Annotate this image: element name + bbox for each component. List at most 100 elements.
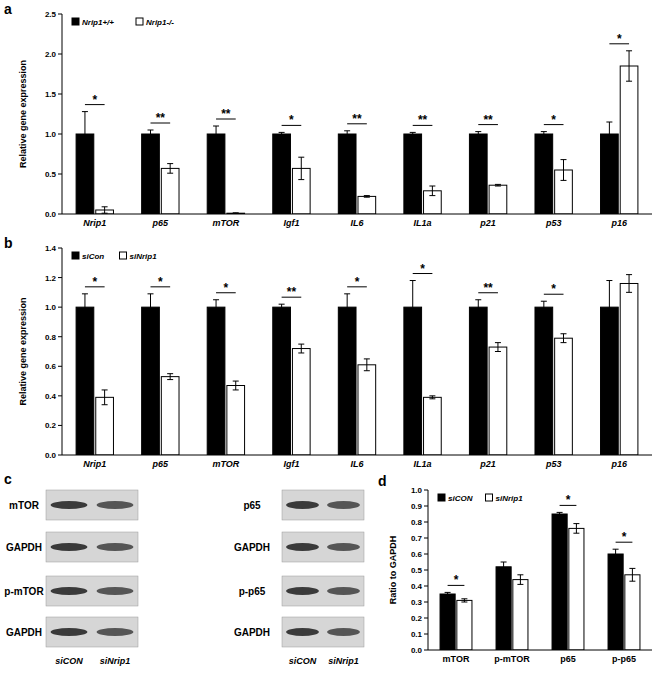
error-cap (148, 293, 154, 294)
category-label: p65 (560, 654, 576, 664)
error-bar (102, 390, 108, 405)
bar (608, 554, 623, 650)
bar (273, 307, 291, 455)
y-tick-label: 0.2 (411, 614, 423, 623)
error-cap (233, 389, 239, 390)
error-cap (573, 523, 579, 524)
blot-row-label: p65 (243, 500, 261, 511)
error-cap (501, 562, 507, 563)
error-bar (475, 132, 481, 137)
blot-membrane (46, 576, 138, 606)
y-tick-label: 1.0 (45, 303, 57, 312)
error-line (576, 524, 577, 534)
error-cap (298, 352, 304, 353)
blot-membrane (46, 617, 138, 647)
blot-panel: mTORGAPDHp-mTORGAPDHsiCONsiNrip1 (4, 490, 138, 666)
y-tick-label: 0.4 (411, 582, 423, 591)
y-tick (58, 395, 62, 396)
significance: * (617, 32, 622, 46)
y-tick (424, 538, 428, 539)
blot-band (51, 628, 88, 636)
error-bar (429, 396, 435, 399)
y-tick-label: 0.9 (411, 502, 423, 511)
error-bar (606, 281, 612, 334)
error-cap (213, 314, 219, 315)
y-tick (424, 650, 428, 651)
error-cap (167, 163, 173, 164)
y-tick-label: 1.4 (45, 244, 57, 253)
y-tick (58, 277, 62, 278)
error-bar (475, 300, 481, 315)
panel-label: a (4, 1, 12, 17)
error-bar (279, 132, 285, 135)
blot-panel: p65GAPDHp-p65GAPDHsiCONsiNrip1 (234, 490, 364, 666)
x-axis (428, 650, 652, 651)
panel-label: c (4, 471, 12, 487)
error-cap (102, 404, 108, 405)
plot-area (440, 512, 640, 650)
bar (227, 386, 245, 455)
y-tick (58, 174, 62, 175)
error-bar (213, 126, 219, 142)
error-bar (410, 132, 416, 135)
bar (625, 575, 640, 650)
y-tick-label: 0.1 (411, 630, 423, 639)
bar-chart: ***0.00.10.20.30.40.50.60.70.80.91.0Rati… (388, 486, 652, 664)
error-cap (541, 313, 547, 314)
error-cap (573, 533, 579, 534)
blot-band (286, 543, 319, 551)
y-tick (424, 586, 428, 587)
category-label: Igf1 (283, 459, 299, 469)
error-cap (213, 299, 219, 300)
error-line (520, 575, 521, 585)
x-axis (62, 214, 652, 215)
error-cap (626, 81, 632, 82)
significance: * (355, 275, 360, 289)
error-line (104, 390, 105, 405)
significance: * (551, 282, 556, 296)
blot-membrane (282, 532, 364, 562)
error-cap (298, 179, 304, 180)
error-cap (344, 320, 350, 321)
error-bar (561, 160, 567, 181)
error-line (629, 275, 630, 293)
error-cap (429, 186, 435, 187)
y-tick-label: 2.5 (45, 10, 57, 19)
error-line (366, 359, 367, 371)
blot-row-label: GAPDH (234, 627, 270, 638)
significance: ** (483, 281, 493, 295)
error-cap (410, 132, 416, 133)
error-bar (102, 207, 108, 213)
x-axis (62, 455, 652, 456)
significance: * (92, 93, 97, 107)
y-tick-label: 0.5 (411, 566, 423, 575)
error-bar (364, 196, 370, 198)
error-line (150, 130, 151, 138)
bar (358, 196, 376, 214)
error-bar (344, 131, 350, 137)
bar (142, 134, 160, 214)
error-line (497, 343, 498, 352)
bar (424, 397, 442, 455)
y-tick (58, 14, 62, 15)
error-cap (557, 515, 563, 516)
error-line (609, 281, 610, 334)
error-line (629, 51, 630, 81)
bar (513, 580, 528, 650)
error-cap (613, 549, 619, 550)
significance: * (224, 281, 229, 295)
blot-row-label: GAPDH (234, 542, 270, 553)
blot-band (97, 543, 134, 551)
blot-band (327, 501, 360, 509)
error-cap (82, 156, 88, 157)
bar (620, 66, 638, 214)
legend-swatch (120, 252, 127, 259)
y-tick-label: 0.0 (411, 646, 423, 655)
error-cap (475, 314, 481, 315)
error-cap (475, 136, 481, 137)
error-cap (626, 292, 632, 293)
significance: * (289, 113, 294, 127)
error-cap (344, 293, 350, 294)
bar (601, 134, 619, 214)
error-cap (279, 135, 285, 136)
